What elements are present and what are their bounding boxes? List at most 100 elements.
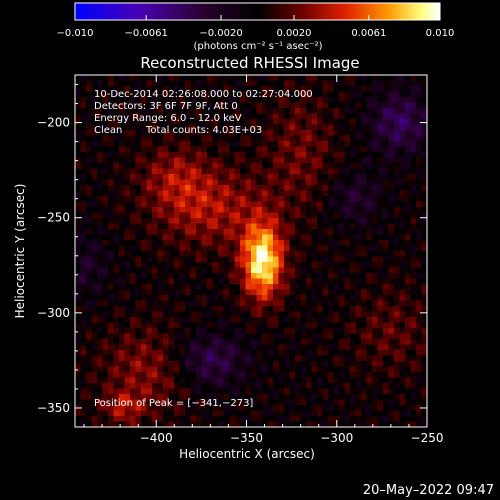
- heatmap-cell: [141, 91, 147, 98]
- heatmap-cell: [179, 75, 186, 81]
- heatmap-cell: [146, 399, 153, 406]
- heatmap-cell: [245, 388, 252, 395]
- heatmap-cell: [168, 168, 175, 175]
- heatmap-cell: [80, 405, 87, 411]
- heatmap-cell: [190, 311, 197, 318]
- heatmap-cell: [355, 234, 362, 241]
- heatmap-cell: [372, 130, 378, 136]
- heatmap-cell: [179, 399, 186, 406]
- heatmap-cell: [157, 190, 164, 197]
- heatmap-cell: [80, 86, 87, 92]
- heatmap-cell: [295, 344, 301, 351]
- heatmap-cell: [377, 328, 384, 334]
- heatmap-cell: [141, 344, 147, 351]
- heatmap-cell: [383, 119, 389, 125]
- heatmap-cell: [157, 108, 164, 114]
- heatmap-cell: [383, 146, 389, 153]
- heatmap-cell: [119, 284, 125, 290]
- heatmap-cell: [196, 223, 202, 230]
- heatmap-cell: [130, 234, 136, 241]
- heatmap-cell: [201, 218, 208, 224]
- heatmap-cell: [240, 284, 246, 290]
- heatmap-cell: [410, 317, 417, 323]
- heatmap-cell: [317, 295, 323, 301]
- heatmap-cell: [289, 256, 296, 263]
- heatmap-cell: [295, 394, 301, 400]
- heatmap-cell: [394, 152, 400, 158]
- heatmap-cell: [322, 421, 329, 428]
- heatmap-cell: [80, 113, 87, 120]
- heatmap-cell: [295, 108, 301, 114]
- heatmap-cell: [141, 372, 147, 378]
- heatmap-cell: [229, 86, 235, 92]
- heatmap-cell: [377, 300, 384, 307]
- heatmap-cell: [256, 179, 263, 186]
- heatmap-cell: [366, 218, 373, 224]
- heatmap-cell: [350, 328, 356, 334]
- heatmap-cell: [135, 377, 142, 384]
- heatmap-cell: [416, 421, 422, 428]
- heatmap-cell: [212, 141, 219, 147]
- heatmap-cell: [344, 388, 351, 395]
- heatmap-cell: [399, 201, 406, 208]
- heatmap-cell: [300, 377, 307, 384]
- heatmap-cell: [267, 168, 274, 175]
- heatmap-cell: [130, 152, 136, 158]
- heatmap-cell: [218, 306, 224, 312]
- heatmap-cell: [119, 245, 125, 252]
- heatmap-cell: [416, 350, 422, 356]
- heatmap-cell: [185, 80, 191, 87]
- heatmap-cell: [179, 394, 186, 400]
- heatmap-cell: [339, 152, 345, 158]
- heatmap-cell: [311, 405, 318, 411]
- heatmap-cell: [80, 339, 87, 345]
- heatmap-cell: [273, 267, 279, 274]
- heatmap-cell: [377, 223, 384, 230]
- heatmap-cell: [355, 410, 362, 417]
- heatmap-cell: [245, 361, 252, 367]
- heatmap-cell: [251, 86, 257, 92]
- heatmap-cell: [416, 278, 422, 285]
- heatmap-cell: [80, 355, 87, 362]
- heatmap-cell: [289, 119, 296, 125]
- heatmap-cell: [163, 223, 169, 230]
- heatmap-cell: [267, 229, 274, 235]
- heatmap-cell: [91, 350, 98, 356]
- heatmap-cell: [333, 350, 340, 356]
- heatmap-cell: [339, 273, 345, 279]
- heatmap-cell: [361, 262, 367, 268]
- heatmap-cell: [212, 388, 219, 395]
- heatmap-cell: [289, 80, 296, 87]
- heatmap-cell: [339, 333, 345, 340]
- heatmap-cell: [207, 196, 213, 202]
- heatmap-cell: [152, 119, 158, 125]
- heatmap-cell: [190, 245, 197, 252]
- heatmap-cell: [146, 113, 153, 120]
- heatmap-cell: [300, 113, 307, 120]
- heatmap-cell: [262, 190, 268, 197]
- heatmap-cell: [267, 201, 274, 208]
- heatmap-cell: [179, 328, 186, 334]
- heatmap-cell: [91, 416, 98, 422]
- heatmap-cell: [383, 388, 389, 395]
- heatmap-cell: [388, 218, 395, 224]
- heatmap-cell: [405, 410, 411, 417]
- heatmap-cell: [399, 86, 406, 92]
- heatmap-cell: [152, 152, 158, 158]
- heatmap-cell: [135, 245, 142, 252]
- heatmap-cell: [355, 229, 362, 235]
- heatmap-cell: [141, 157, 147, 164]
- heatmap-cell: [289, 108, 296, 114]
- heatmap-cell: [190, 190, 197, 197]
- heatmap-cell: [174, 86, 180, 92]
- heatmap-cell: [207, 410, 213, 417]
- heatmap-cell: [113, 146, 120, 153]
- heatmap-cell: [113, 372, 120, 378]
- heatmap-cell: [174, 399, 180, 406]
- heatmap-cell: [119, 91, 125, 98]
- heatmap-cell: [267, 366, 274, 373]
- heatmap-cell: [108, 383, 114, 389]
- heatmap-cell: [262, 322, 268, 329]
- heatmap-cell: [251, 152, 257, 158]
- heatmap-cell: [240, 157, 246, 164]
